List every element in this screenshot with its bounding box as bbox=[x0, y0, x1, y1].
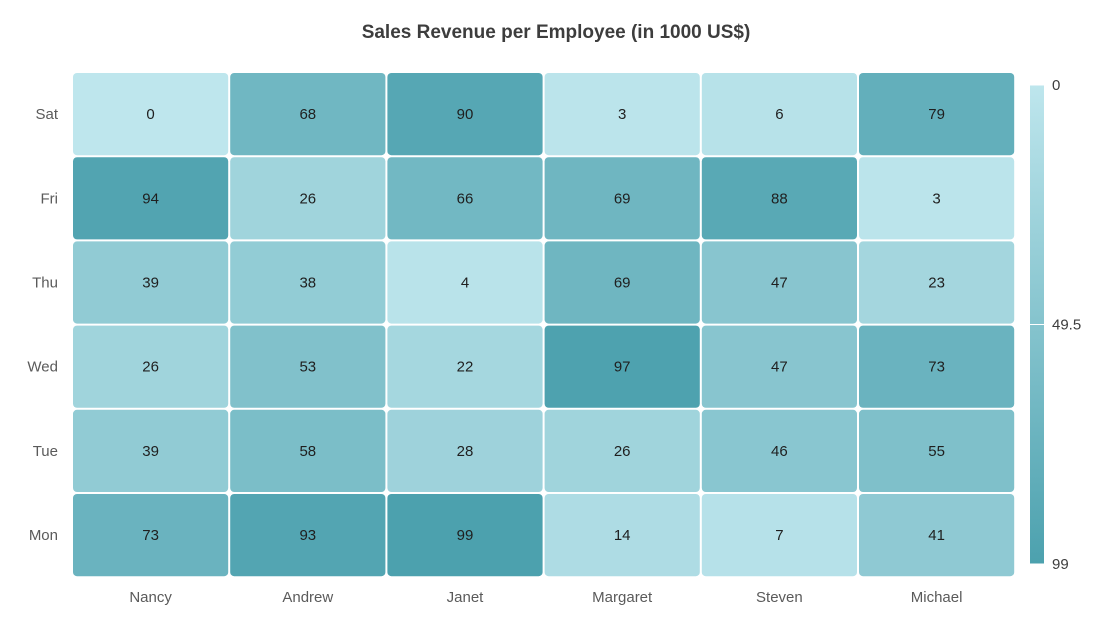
x-tick-label: Margaret bbox=[592, 589, 653, 606]
y-tick-label: Mon bbox=[29, 527, 58, 544]
legend-tick-label: 49.5 bbox=[1052, 317, 1081, 334]
cell-value-label: 28 bbox=[457, 443, 474, 460]
cell-value-label: 46 bbox=[771, 443, 788, 460]
cell-value-label: 23 bbox=[928, 275, 945, 292]
cell-value-label: 90 bbox=[457, 106, 474, 123]
x-axis-labels: Nancy Andrew Janet Margaret Steven Michael bbox=[129, 589, 962, 606]
cell-value-label: 73 bbox=[928, 359, 945, 376]
cell-value-label: 7 bbox=[775, 527, 783, 544]
cell-value-label: 66 bbox=[457, 190, 474, 207]
y-tick-label: Wed bbox=[27, 359, 58, 376]
cell-value-label: 55 bbox=[928, 443, 945, 460]
cell-value-label: 39 bbox=[142, 443, 159, 460]
color-legend: 0 49.5 99 bbox=[1030, 77, 1081, 573]
cell-value-label: 99 bbox=[457, 527, 474, 544]
x-tick-label: Janet bbox=[447, 589, 485, 606]
cell-value-label: 3 bbox=[618, 106, 626, 123]
cell-value-label: 94 bbox=[142, 190, 159, 207]
cell-value-label: 0 bbox=[146, 106, 154, 123]
cell-value-label: 22 bbox=[457, 359, 474, 376]
cell-value-label: 41 bbox=[928, 527, 945, 544]
x-tick-label: Steven bbox=[756, 589, 803, 606]
cell-value-label: 58 bbox=[299, 443, 316, 460]
cell-value-label: 26 bbox=[614, 443, 631, 460]
x-tick-label: Nancy bbox=[129, 589, 172, 606]
cell-value-label: 79 bbox=[928, 106, 945, 123]
cell-value-label: 6 bbox=[775, 106, 783, 123]
cell-value-label: 26 bbox=[142, 359, 159, 376]
cell-value-label: 3 bbox=[932, 190, 940, 207]
cell-value-label: 93 bbox=[299, 527, 316, 544]
cell-value-label: 88 bbox=[771, 190, 788, 207]
cell-value-label: 53 bbox=[299, 359, 316, 376]
cell-value-label: 14 bbox=[614, 527, 631, 544]
heatmap-cells: 0 68 90 3 6 79 94 26 66 69 88 3 39 38 4 69 47 23 26 53 22 97 4… bbox=[73, 73, 1014, 576]
y-tick-label: Sat bbox=[35, 106, 58, 123]
y-tick-label: Tue bbox=[33, 443, 58, 460]
cell-value-label: 69 bbox=[614, 275, 631, 292]
y-tick-label: Thu bbox=[32, 275, 58, 292]
cell-value-label: 4 bbox=[461, 275, 469, 292]
cell-value-label: 69 bbox=[614, 190, 631, 207]
y-tick-label: Fri bbox=[41, 190, 59, 207]
x-tick-label: Michael bbox=[911, 589, 963, 606]
cell-value-label: 97 bbox=[614, 359, 631, 376]
x-tick-label: Andrew bbox=[282, 589, 333, 606]
cell-value-label: 39 bbox=[142, 275, 159, 292]
legend-tick-label: 99 bbox=[1052, 556, 1069, 573]
cell-value-label: 26 bbox=[299, 190, 316, 207]
cell-value-label: 68 bbox=[299, 106, 316, 123]
heatmap-plot: 0 68 90 3 6 79 94 26 66 69 88 3 39 38 4 69 47 23 26 53 22 97 4… bbox=[0, 0, 1096, 632]
heatmap-chart: Sales Revenue per Employee (in 1000 US$)… bbox=[0, 0, 1096, 632]
cell-value-label: 73 bbox=[142, 527, 159, 544]
legend-tick-label: 0 bbox=[1052, 77, 1060, 94]
cell-value-label: 47 bbox=[771, 359, 788, 376]
cell-value-label: 47 bbox=[771, 275, 788, 292]
cell-value-label: 38 bbox=[299, 275, 316, 292]
y-axis-labels: Sat Fri Thu Wed Tue Mon bbox=[27, 106, 58, 544]
